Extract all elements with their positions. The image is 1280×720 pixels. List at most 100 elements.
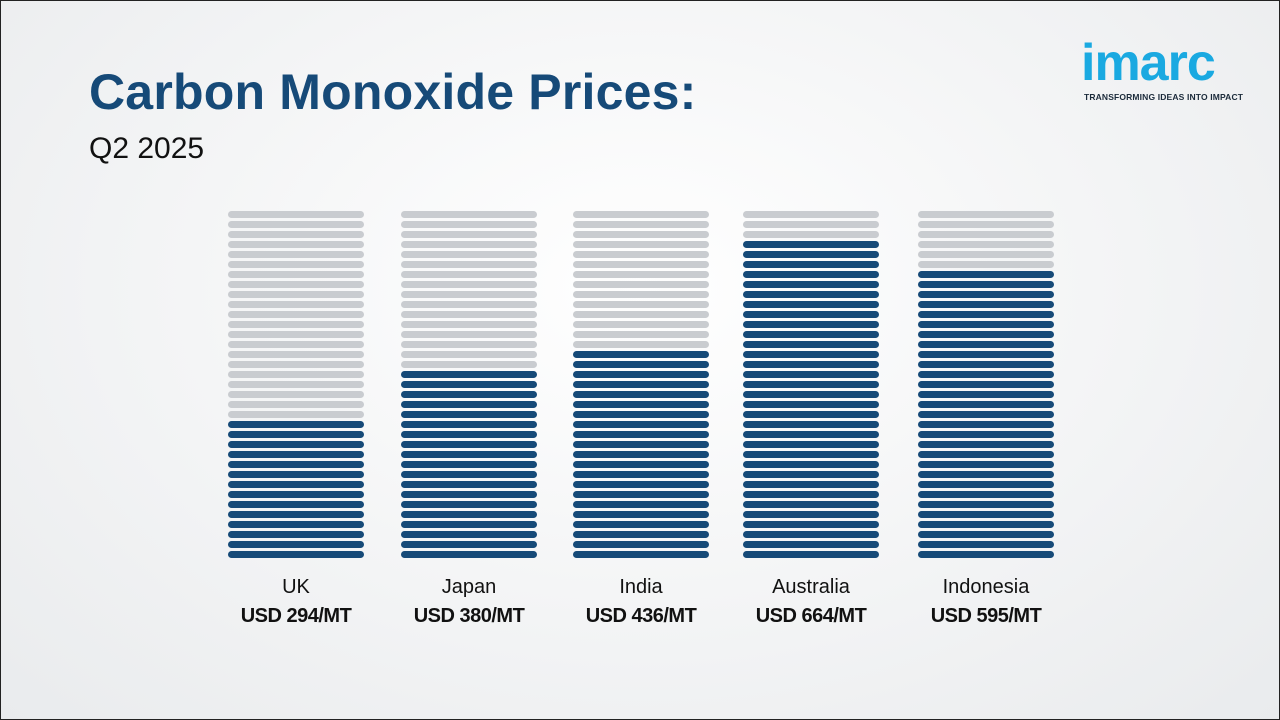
- bar-segment-filled: [401, 551, 537, 558]
- bar-segment-filled: [918, 441, 1054, 448]
- bar-segment-empty: [401, 261, 537, 268]
- bar-segment-filled: [743, 441, 879, 448]
- bar-segment-filled: [401, 381, 537, 388]
- bar-segment-empty: [228, 331, 364, 338]
- bar-india: [573, 211, 709, 558]
- bar-segment-filled: [401, 511, 537, 518]
- value-label: USD 664/MT: [755, 605, 867, 627]
- bar-japan: [401, 211, 537, 558]
- bar-segment-filled: [918, 451, 1054, 458]
- bar-segment-filled: [228, 451, 364, 458]
- bar-segment-filled: [918, 431, 1054, 438]
- bar-segment-filled: [918, 301, 1054, 308]
- bar-segment-filled: [743, 551, 879, 558]
- category-label: UK: [282, 576, 310, 598]
- bar-segment-empty: [918, 211, 1054, 218]
- bar-segment-filled: [228, 541, 364, 548]
- bar-segment-empty: [401, 241, 537, 248]
- bar-segment-filled: [401, 441, 537, 448]
- bar-segment-empty: [401, 351, 537, 358]
- bar-segment-filled: [573, 481, 709, 488]
- bar-segment-filled: [573, 491, 709, 498]
- bar-segment-filled: [573, 461, 709, 468]
- bar-segment-empty: [401, 221, 537, 228]
- bar-segment-filled: [743, 261, 879, 268]
- bar-segment-filled: [573, 421, 709, 428]
- bar-segment-filled: [573, 411, 709, 418]
- value-label: USD 436/MT: [585, 605, 697, 627]
- bar-segment-empty: [573, 251, 709, 258]
- bar-segment-filled: [401, 501, 537, 508]
- bar-segment-empty: [573, 271, 709, 278]
- bar-segment-empty: [573, 321, 709, 328]
- bar-segment-filled: [743, 421, 879, 428]
- bar-segment-filled: [228, 551, 364, 558]
- bar-segment-filled: [573, 361, 709, 368]
- bar-segment-filled: [743, 251, 879, 258]
- bar-segment-empty: [228, 221, 364, 228]
- bar-segment-empty: [401, 341, 537, 348]
- bar-segment-empty: [228, 341, 364, 348]
- bar-segment-filled: [918, 461, 1054, 468]
- bar-segment-filled: [743, 241, 879, 248]
- bar-segment-filled: [918, 531, 1054, 538]
- bar-segment-empty: [228, 301, 364, 308]
- bar-segment-empty: [401, 231, 537, 238]
- bar-segment-filled: [573, 401, 709, 408]
- bar-segment-empty: [573, 331, 709, 338]
- bar-segment-empty: [401, 291, 537, 298]
- bar-segment-filled: [743, 271, 879, 278]
- bar-segment-filled: [573, 471, 709, 478]
- bar-segment-filled: [401, 471, 537, 478]
- bar-segment-filled: [228, 511, 364, 518]
- bar-segment-empty: [401, 211, 537, 218]
- bar-segment-filled: [401, 451, 537, 458]
- bar-segment-empty: [573, 341, 709, 348]
- bar-segment-filled: [573, 521, 709, 528]
- page-title: Carbon Monoxide Prices:: [89, 64, 697, 120]
- bar-segment-empty: [573, 231, 709, 238]
- bar-segment-filled: [743, 431, 879, 438]
- bar-segment-empty: [228, 271, 364, 278]
- bar-segment-filled: [918, 421, 1054, 428]
- bar-segment-filled: [401, 481, 537, 488]
- bar-segment-empty: [918, 241, 1054, 248]
- bar-segment-filled: [918, 501, 1054, 508]
- category-label: Japan: [441, 576, 497, 598]
- bar-segment-empty: [228, 251, 364, 258]
- bar-segment-filled: [573, 511, 709, 518]
- bar-segment-filled: [918, 271, 1054, 278]
- bar-segment-filled: [228, 501, 364, 508]
- bar-segment-empty: [573, 241, 709, 248]
- bar-segment-empty: [401, 311, 537, 318]
- bar-segment-empty: [573, 261, 709, 268]
- bar-segment-filled: [918, 391, 1054, 398]
- bar-segment-empty: [228, 401, 364, 408]
- bar-segment-filled: [918, 411, 1054, 418]
- bar-segment-filled: [401, 541, 537, 548]
- bar-segment-empty: [228, 311, 364, 318]
- bar-segment-filled: [573, 501, 709, 508]
- bar-segment-filled: [743, 521, 879, 528]
- bar-segment-filled: [401, 461, 537, 468]
- bar-segment-filled: [573, 351, 709, 358]
- bar-segment-filled: [228, 491, 364, 498]
- bar-segment-filled: [401, 521, 537, 528]
- bar-segment-empty: [743, 231, 879, 238]
- bar-segment-filled: [401, 431, 537, 438]
- bar-segment-filled: [573, 551, 709, 558]
- bar-segment-empty: [228, 241, 364, 248]
- bar-segment-filled: [743, 461, 879, 468]
- bar-segment-filled: [918, 491, 1054, 498]
- bar-segment-filled: [573, 371, 709, 378]
- bar-segment-filled: [743, 391, 879, 398]
- bar-segment-empty: [228, 291, 364, 298]
- bar-segment-filled: [743, 501, 879, 508]
- bar-segment-filled: [918, 341, 1054, 348]
- bar-segment-filled: [743, 291, 879, 298]
- bar-segment-filled: [918, 551, 1054, 558]
- bar-segment-filled: [401, 491, 537, 498]
- bar-segment-empty: [401, 361, 537, 368]
- bar-segment-filled: [401, 421, 537, 428]
- bar-australia: [743, 211, 879, 558]
